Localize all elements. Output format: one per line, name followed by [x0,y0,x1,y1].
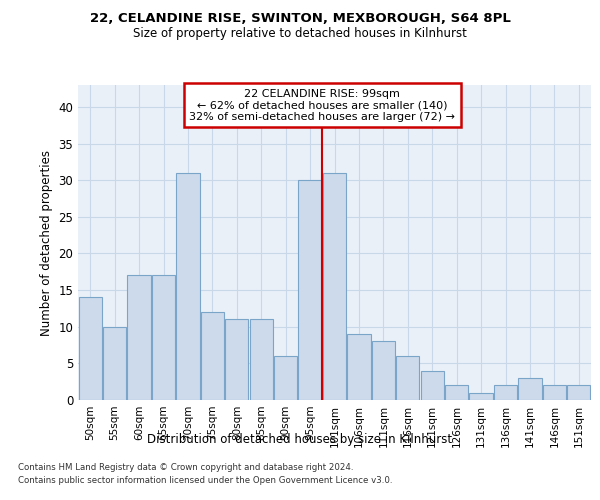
Bar [421,370,444,400]
Bar [518,378,542,400]
Bar [323,173,346,400]
Bar [347,334,371,400]
Bar [152,276,175,400]
Bar [298,180,322,400]
Bar [201,312,224,400]
Bar [396,356,419,400]
Y-axis label: Number of detached properties: Number of detached properties [40,150,53,336]
Bar [225,320,248,400]
Text: 22, CELANDINE RISE, SWINTON, MEXBOROUGH, S64 8PL: 22, CELANDINE RISE, SWINTON, MEXBOROUGH,… [89,12,511,26]
Text: Contains HM Land Registry data © Crown copyright and database right 2024.: Contains HM Land Registry data © Crown c… [18,462,353,471]
Text: 22 CELANDINE RISE: 99sqm
← 62% of detached houses are smaller (140)
32% of semi-: 22 CELANDINE RISE: 99sqm ← 62% of detach… [189,88,455,122]
Bar [445,386,468,400]
Text: Size of property relative to detached houses in Kilnhurst: Size of property relative to detached ho… [133,28,467,40]
Text: Distribution of detached houses by size in Kilnhurst: Distribution of detached houses by size … [148,432,452,446]
Bar [372,342,395,400]
Bar [250,320,273,400]
Bar [494,386,517,400]
Bar [567,386,590,400]
Bar [127,276,151,400]
Bar [543,386,566,400]
Bar [103,326,126,400]
Text: Contains public sector information licensed under the Open Government Licence v3: Contains public sector information licen… [18,476,392,485]
Bar [469,392,493,400]
Bar [79,298,102,400]
Bar [274,356,297,400]
Bar [176,173,200,400]
